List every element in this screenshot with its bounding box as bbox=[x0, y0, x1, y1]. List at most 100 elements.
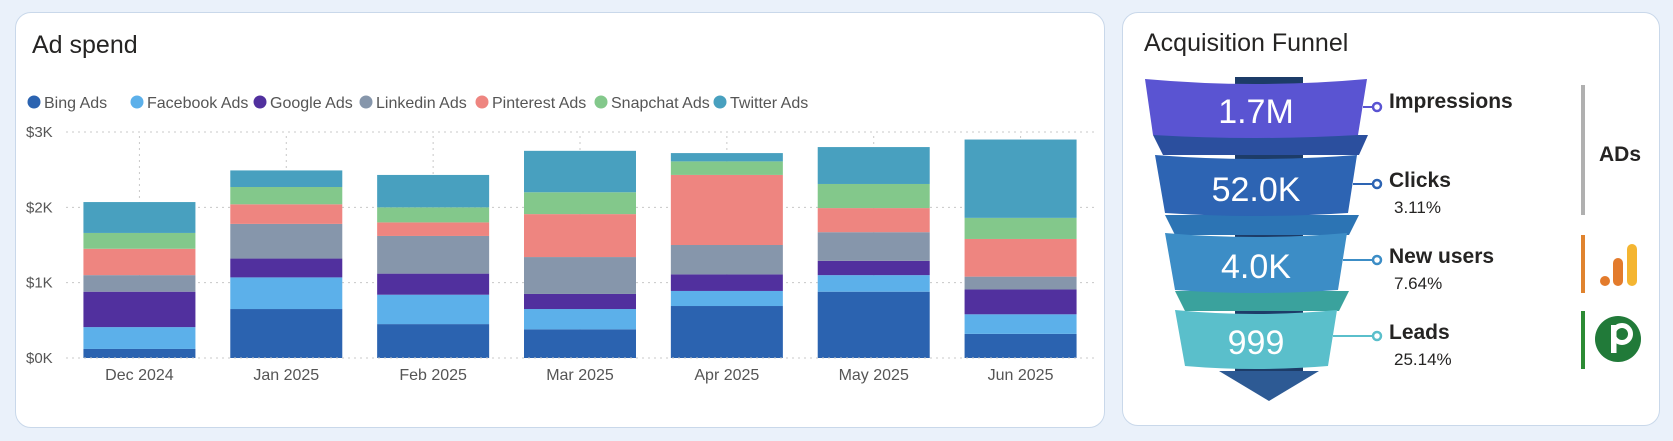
ads-bracket-bar bbox=[1581, 85, 1585, 215]
legend-label-6: Twitter Ads bbox=[730, 95, 808, 112]
acquisition-funnel: 1.7M 52.0K 4.0K 999 Impressions Clicks 3… bbox=[1145, 77, 1641, 401]
bar-segment-2-6 bbox=[377, 174, 490, 208]
ad-spend-chart: Bing Ads Facebook Ads Google Ads Linkedin A… bbox=[26, 95, 1094, 384]
funnel-band-1 bbox=[1153, 135, 1368, 155]
legend-label-2: Google Ads bbox=[270, 95, 353, 112]
legend-label-4: Pinterest Ads bbox=[492, 95, 586, 112]
funnel-value-clicks: 52.0K bbox=[1212, 171, 1301, 209]
legend-label-0: Bing Ads bbox=[44, 95, 107, 112]
funnel-value-leads: 999 bbox=[1228, 324, 1285, 362]
ad-spend-card: Ad spend Bing Ads Facebook Ads Google Ads L… bbox=[15, 12, 1105, 428]
ad-spend-title: Ad spend bbox=[32, 31, 138, 59]
bar-segment-4-5 bbox=[670, 161, 783, 175]
bar-segment-5-1 bbox=[817, 275, 930, 292]
funnel-label-impressions: Impressions bbox=[1389, 90, 1513, 113]
legend-swatch-6 bbox=[713, 95, 727, 109]
x-tick-label-3: Mar 2025 bbox=[546, 367, 614, 384]
bar-segment-2-1 bbox=[377, 294, 490, 325]
funnel-arrow-icon bbox=[1219, 371, 1319, 401]
funnel-label-clicks: Clicks bbox=[1389, 169, 1451, 192]
pipedrive-logo-icon bbox=[1595, 316, 1641, 362]
bar-segment-1-4 bbox=[230, 204, 343, 224]
bar-segment-1-5 bbox=[230, 186, 343, 205]
y-tick-label-2: $2K bbox=[26, 199, 53, 216]
bar-segment-2-2 bbox=[377, 273, 490, 295]
funnel-band-2 bbox=[1165, 215, 1359, 235]
funnel-band-3 bbox=[1175, 291, 1349, 311]
legend-swatch-2 bbox=[253, 95, 267, 109]
bar-segment-0-0 bbox=[83, 348, 196, 358]
bar-segment-3-0 bbox=[524, 329, 636, 358]
y-tick-label-0: $0K bbox=[26, 350, 53, 367]
bar-segment-3-4 bbox=[524, 214, 636, 258]
x-tick-label-0: Dec 2024 bbox=[105, 367, 174, 384]
bar-segment-6-1 bbox=[964, 314, 1077, 334]
bar-segment-5-4 bbox=[817, 208, 930, 233]
bar-segment-1-1 bbox=[230, 277, 343, 310]
bar-segment-5-5 bbox=[817, 183, 930, 209]
bar-segment-3-6 bbox=[524, 150, 636, 193]
funnel-label-leads: Leads bbox=[1389, 321, 1450, 344]
bar-segment-2-3 bbox=[377, 235, 490, 274]
funnel-stage-new-users bbox=[1165, 233, 1347, 293]
bar-segment-0-3 bbox=[83, 275, 196, 292]
y-tick-label-3: $3K bbox=[26, 124, 53, 141]
funnel-label-new-users: New users bbox=[1389, 245, 1494, 268]
funnel-card: Acquisition Funnel 1.7M 52.0K 4.0K 999 I… bbox=[1122, 12, 1660, 426]
bar-segment-6-2 bbox=[964, 289, 1077, 315]
bar-segment-0-2 bbox=[83, 291, 196, 328]
x-tick-label-5: May 2025 bbox=[839, 367, 909, 384]
connector-dot-clicks bbox=[1371, 178, 1383, 190]
bar-segment-4-0 bbox=[670, 306, 783, 358]
connector-dot-leads bbox=[1371, 330, 1383, 342]
y-tick-label-1: $1K bbox=[26, 275, 53, 292]
crm-bracket-bar bbox=[1581, 311, 1585, 369]
bar-segment-5-0 bbox=[817, 291, 930, 358]
connector-dot-impressions bbox=[1371, 101, 1383, 113]
x-tick-label-2: Feb 2025 bbox=[399, 367, 467, 384]
bar-segment-4-1 bbox=[670, 290, 783, 307]
funnel-rate-leads: 25.14% bbox=[1394, 350, 1452, 369]
funnel-rate-new-users: 7.64% bbox=[1394, 274, 1442, 293]
funnel-stage-impressions bbox=[1145, 79, 1367, 138]
funnel-stage-leads bbox=[1175, 310, 1337, 369]
bar-segment-3-5 bbox=[524, 192, 636, 215]
legend-label-3: Linkedin Ads bbox=[376, 95, 467, 112]
analytics-bracket-bar bbox=[1581, 235, 1585, 293]
funnel-value-new-users: 4.0K bbox=[1221, 248, 1291, 286]
bar-segment-3-2 bbox=[524, 293, 636, 310]
bar-segment-6-6 bbox=[964, 139, 1077, 218]
connector-dot-new-users bbox=[1371, 254, 1383, 266]
ads-label: ADs bbox=[1599, 143, 1641, 166]
funnel-title: Acquisition Funnel bbox=[1144, 29, 1349, 57]
bar-segment-1-2 bbox=[230, 258, 343, 278]
bar-segment-1-3 bbox=[230, 223, 343, 259]
bar-segment-4-3 bbox=[670, 245, 783, 275]
bar-segment-1-6 bbox=[230, 170, 343, 187]
bar-segment-3-3 bbox=[524, 257, 636, 294]
bar-segment-4-2 bbox=[670, 274, 783, 291]
bar-segment-6-4 bbox=[964, 238, 1077, 277]
legend-swatch-5 bbox=[594, 95, 608, 109]
bar-segment-0-6 bbox=[83, 202, 196, 233]
bar-segment-6-0 bbox=[964, 333, 1077, 358]
bar-segment-6-3 bbox=[964, 276, 1077, 290]
x-tick-label-6: Jun 2025 bbox=[988, 367, 1054, 384]
bar-segment-1-0 bbox=[230, 309, 343, 358]
legend-swatch-4 bbox=[475, 95, 489, 109]
legend-label-1: Facebook Ads bbox=[147, 95, 248, 112]
bar-segment-5-3 bbox=[817, 232, 930, 261]
bar-segment-5-2 bbox=[817, 260, 930, 276]
funnel-rate-clicks: 3.11% bbox=[1394, 198, 1441, 217]
bar-segment-0-4 bbox=[83, 248, 196, 276]
funnel-stage-clicks bbox=[1155, 155, 1357, 216]
bar-segment-0-5 bbox=[83, 232, 196, 249]
x-tick-label-4: Apr 2025 bbox=[694, 367, 759, 384]
legend-swatch-3 bbox=[359, 95, 373, 109]
bar-segment-2-5 bbox=[377, 207, 490, 223]
bar-segment-3-1 bbox=[524, 309, 636, 330]
legend-label-5: Snapchat Ads bbox=[611, 95, 710, 112]
bar-segment-0-1 bbox=[83, 327, 196, 349]
funnel-value-impressions: 1.7M bbox=[1218, 93, 1294, 131]
bar-segment-6-5 bbox=[964, 217, 1077, 239]
